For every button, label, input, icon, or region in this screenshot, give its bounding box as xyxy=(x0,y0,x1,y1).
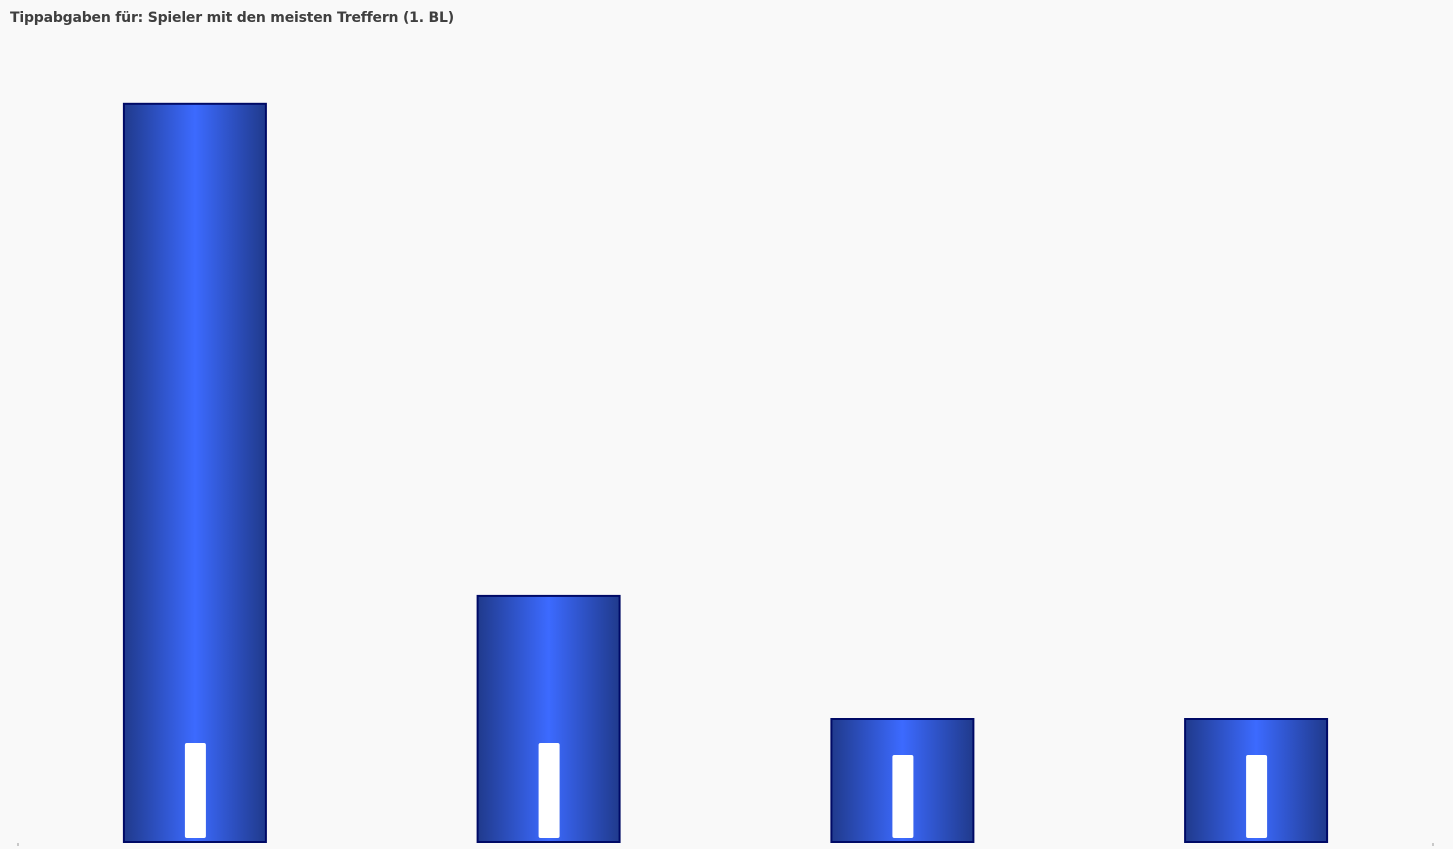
data-label-box-3 xyxy=(892,755,914,838)
bars-layer xyxy=(122,102,1329,844)
data-label-box-1 xyxy=(184,743,206,838)
bar-1 xyxy=(122,102,267,844)
chart-title: Tippabgaben für: Spieler mit den meisten… xyxy=(10,10,454,26)
data-labels-layer xyxy=(184,743,1268,838)
data-label-box-4 xyxy=(1246,755,1268,838)
axis-layer xyxy=(17,843,1434,846)
data-label-box-2 xyxy=(538,743,560,838)
